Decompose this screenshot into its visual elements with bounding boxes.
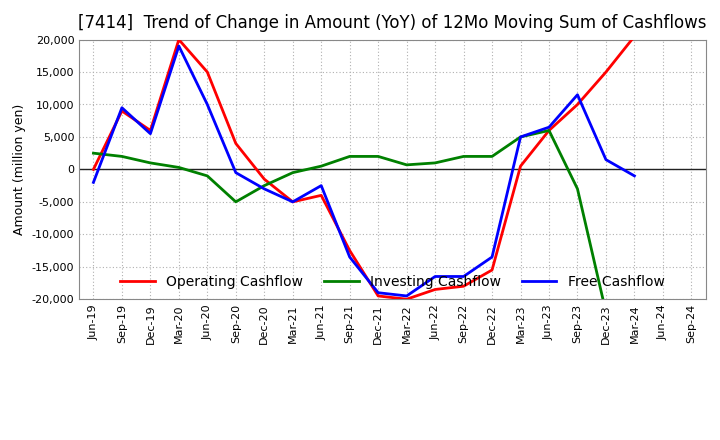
Free Cashflow <box>374 290 382 295</box>
Free Cashflow <box>402 293 411 299</box>
Free Cashflow <box>260 186 269 191</box>
Free Cashflow <box>516 134 525 139</box>
Free Cashflow <box>602 157 611 162</box>
Operating Cashflow <box>346 248 354 253</box>
Operating Cashflow <box>573 102 582 107</box>
Operating Cashflow <box>260 176 269 182</box>
Operating Cashflow <box>232 141 240 146</box>
Free Cashflow <box>630 173 639 179</box>
Free Cashflow <box>174 44 183 49</box>
Investing Cashflow <box>602 310 611 315</box>
Free Cashflow <box>203 102 212 107</box>
Operating Cashflow <box>487 268 496 273</box>
Investing Cashflow <box>203 173 212 179</box>
Investing Cashflow <box>346 154 354 159</box>
Operating Cashflow <box>117 108 126 114</box>
Line: Free Cashflow: Free Cashflow <box>94 46 634 296</box>
Free Cashflow <box>346 254 354 260</box>
Free Cashflow <box>232 170 240 175</box>
Operating Cashflow <box>146 128 155 133</box>
Free Cashflow <box>146 131 155 136</box>
Operating Cashflow <box>89 167 98 172</box>
Investing Cashflow <box>516 134 525 139</box>
Investing Cashflow <box>232 199 240 205</box>
Investing Cashflow <box>487 154 496 159</box>
Investing Cashflow <box>117 154 126 159</box>
Free Cashflow <box>117 105 126 110</box>
Operating Cashflow <box>174 37 183 42</box>
Investing Cashflow <box>146 160 155 165</box>
Operating Cashflow <box>431 287 439 292</box>
Free Cashflow <box>459 274 468 279</box>
Free Cashflow <box>545 125 554 130</box>
Free Cashflow <box>317 183 325 188</box>
Operating Cashflow <box>602 70 611 75</box>
Line: Operating Cashflow: Operating Cashflow <box>94 37 634 299</box>
Investing Cashflow <box>402 162 411 168</box>
Free Cashflow <box>431 274 439 279</box>
Investing Cashflow <box>573 186 582 191</box>
Operating Cashflow <box>317 193 325 198</box>
Investing Cashflow <box>374 154 382 159</box>
Investing Cashflow <box>459 154 468 159</box>
Free Cashflow <box>89 180 98 185</box>
Investing Cashflow <box>174 165 183 170</box>
Operating Cashflow <box>374 293 382 299</box>
Operating Cashflow <box>203 70 212 75</box>
Operating Cashflow <box>516 164 525 169</box>
Operating Cashflow <box>289 199 297 205</box>
Legend: Operating Cashflow, Investing Cashflow, Free Cashflow: Operating Cashflow, Investing Cashflow, … <box>114 270 670 295</box>
Free Cashflow <box>487 254 496 260</box>
Operating Cashflow <box>459 284 468 289</box>
Operating Cashflow <box>402 297 411 302</box>
Line: Investing Cashflow: Investing Cashflow <box>94 130 606 312</box>
Investing Cashflow <box>289 170 297 175</box>
Free Cashflow <box>573 92 582 97</box>
Free Cashflow <box>289 199 297 205</box>
Operating Cashflow <box>545 128 554 133</box>
Investing Cashflow <box>317 164 325 169</box>
Investing Cashflow <box>431 160 439 165</box>
Y-axis label: Amount (million yen): Amount (million yen) <box>13 104 26 235</box>
Investing Cashflow <box>545 128 554 133</box>
Investing Cashflow <box>89 150 98 156</box>
Investing Cashflow <box>260 183 269 188</box>
Title: [7414]  Trend of Change in Amount (YoY) of 12Mo Moving Sum of Cashflows: [7414] Trend of Change in Amount (YoY) o… <box>78 15 706 33</box>
Operating Cashflow <box>630 34 639 39</box>
